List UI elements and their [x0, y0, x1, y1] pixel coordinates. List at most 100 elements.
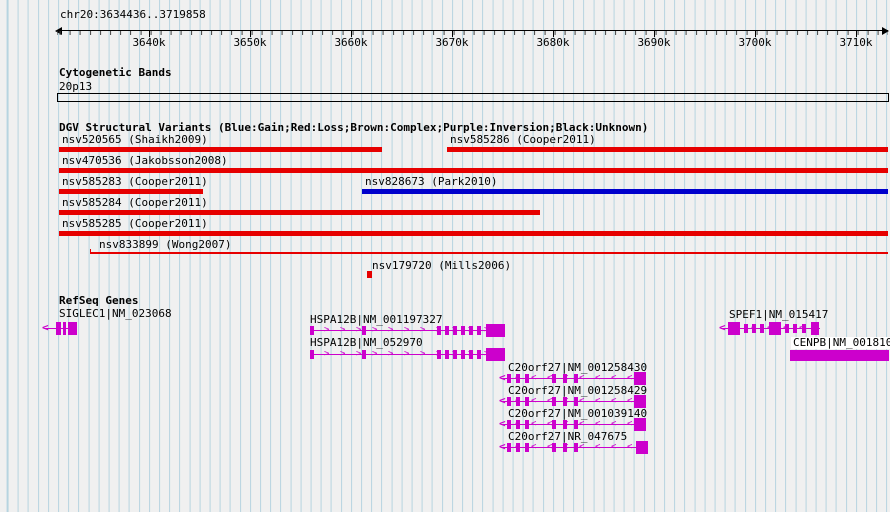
gene-exon[interactable]	[445, 326, 449, 335]
gene-exon[interactable]	[574, 443, 578, 452]
gene-exon[interactable]	[310, 350, 314, 359]
gene-exon[interactable]	[563, 443, 567, 452]
gene-exon[interactable]	[453, 350, 457, 359]
gene-exon[interactable]	[552, 397, 556, 406]
gene-exon[interactable]	[525, 397, 529, 406]
gene-exon[interactable]	[760, 324, 764, 333]
gene-exon[interactable]	[362, 326, 366, 335]
gene-exon[interactable]	[461, 350, 465, 359]
variant-bar-nsv585284[interactable]	[59, 210, 540, 215]
gene-exon[interactable]	[516, 420, 520, 429]
variant-bar-nsv179720[interactable]	[367, 271, 372, 278]
gene-exon[interactable]	[811, 322, 819, 335]
gene-exon[interactable]	[461, 326, 465, 335]
strand-chevron-icon: <	[595, 442, 601, 452]
gene-exon[interactable]	[507, 420, 511, 429]
gene-exon[interactable]	[525, 374, 529, 383]
gene-exon[interactable]	[728, 322, 740, 335]
variant-bar-nsv585283[interactable]	[59, 189, 203, 194]
strand-chevron-icon: <	[579, 396, 585, 406]
ruler-tick-label: 3710k	[839, 36, 873, 49]
variant-start-tick	[90, 249, 91, 254]
gene-exon[interactable]	[552, 420, 556, 429]
ruler-tick-label: 3650k	[233, 36, 267, 49]
gene-exon[interactable]	[516, 374, 520, 383]
gene-exon[interactable]	[63, 322, 66, 335]
gene-exon[interactable]	[634, 372, 646, 385]
gene-label: C20orf27|NM_001258430	[508, 361, 648, 374]
variant-bar-nsv833899[interactable]	[90, 252, 888, 254]
gene-label: HSPA12B|NM_001197327	[310, 313, 443, 326]
gene-exon[interactable]	[516, 397, 520, 406]
gene-exon[interactable]	[802, 324, 806, 333]
gene-exon[interactable]	[477, 326, 481, 335]
variant-bar-nsv828673[interactable]	[362, 189, 888, 194]
strand-chevron-icon: <	[579, 419, 585, 429]
gene-exon[interactable]	[574, 374, 578, 383]
strand-chevron-icon: >	[340, 349, 346, 359]
ruler-tick-mark	[351, 30, 352, 37]
gene-exon[interactable]	[634, 418, 646, 431]
gene-exon[interactable]	[516, 443, 520, 452]
gene-exon[interactable]	[310, 326, 314, 335]
gene-exon[interactable]	[56, 322, 61, 335]
variant-bar-nsv470536[interactable]	[59, 168, 888, 173]
gene-exon[interactable]	[552, 443, 556, 452]
gene-exon[interactable]	[507, 397, 511, 406]
gene-exon[interactable]	[790, 350, 889, 361]
gene-exon[interactable]	[469, 326, 473, 335]
strand-chevron-icon: >	[324, 349, 330, 359]
gene-intron-line	[310, 354, 505, 355]
variant-bar-nsv520565[interactable]	[59, 147, 382, 152]
gene-exon[interactable]	[793, 324, 797, 333]
variant-label: nsv833899 (Wong2007)	[99, 238, 232, 251]
strand-chevron-icon: <	[595, 419, 601, 429]
gene-exon[interactable]	[525, 443, 529, 452]
cytoband-box[interactable]	[57, 93, 889, 102]
gene-exon[interactable]	[752, 324, 756, 333]
cytoband-name: 20p13	[59, 80, 93, 93]
strand-arrow-icon: <	[499, 371, 506, 384]
strand-chevron-icon: >	[372, 325, 378, 335]
gene-exon[interactable]	[744, 324, 748, 333]
gene-exon[interactable]	[445, 350, 449, 359]
gene-exon[interactable]	[636, 441, 648, 454]
strand-arrow-icon: <	[42, 321, 49, 334]
gene-intron-line	[501, 401, 646, 402]
gene-exon[interactable]	[574, 420, 578, 429]
strand-chevron-icon: <	[611, 442, 617, 452]
gene-exon[interactable]	[785, 324, 789, 333]
gene-exon[interactable]	[552, 374, 556, 383]
strand-chevron-icon: <	[595, 396, 601, 406]
strand-chevron-icon: >	[404, 349, 410, 359]
gene-exon[interactable]	[437, 350, 441, 359]
gene-exon[interactable]	[486, 324, 505, 337]
strand-chevron-icon: <	[627, 396, 633, 406]
strand-chevron-icon: <	[579, 442, 585, 452]
gene-exon[interactable]	[507, 443, 511, 452]
gene-exon[interactable]	[477, 350, 481, 359]
gene-exon[interactable]	[563, 374, 567, 383]
strand-arrow-icon: <	[499, 394, 506, 407]
ruler-tick-label: 3640k	[132, 36, 166, 49]
gene-exon[interactable]	[453, 326, 457, 335]
ruler-line	[57, 30, 888, 31]
gene-exon[interactable]	[574, 397, 578, 406]
variant-bar-nsv585286[interactable]	[447, 147, 888, 152]
gene-exon[interactable]	[437, 326, 441, 335]
gene-exon[interactable]	[634, 395, 646, 408]
gene-exon[interactable]	[68, 322, 77, 335]
gene-exon[interactable]	[507, 374, 511, 383]
gene-exon[interactable]	[525, 420, 529, 429]
variant-bar-nsv585285[interactable]	[59, 231, 888, 236]
gene-label: CENPB|NM_001810	[791, 337, 890, 349]
strand-chevron-icon: <	[799, 324, 804, 333]
gene-exon[interactable]	[769, 322, 781, 335]
gene-exon[interactable]	[563, 397, 567, 406]
ruler-tick-mark	[755, 30, 756, 37]
gene-exon[interactable]	[563, 420, 567, 429]
gene-exon[interactable]	[486, 348, 505, 361]
ruler-tick-mark	[452, 30, 453, 37]
gene-exon[interactable]	[362, 350, 366, 359]
gene-exon[interactable]	[469, 350, 473, 359]
